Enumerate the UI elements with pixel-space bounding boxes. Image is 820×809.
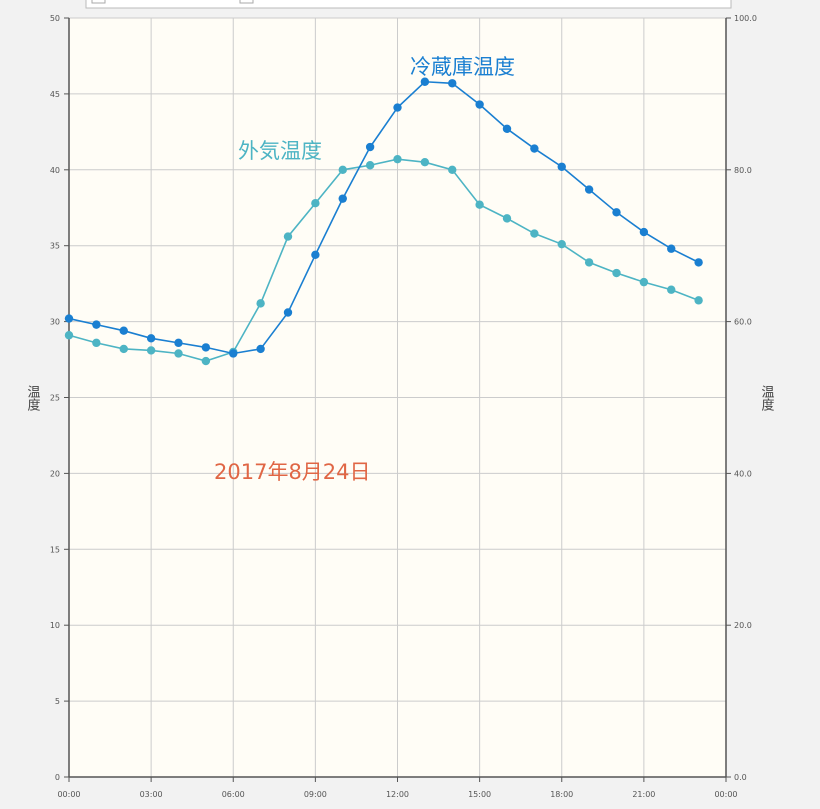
y-tick-label: 10: [50, 621, 60, 630]
data-point-outdoor: [694, 296, 703, 305]
y2-tick-label: 0.0: [734, 773, 747, 782]
y-tick-label: 25: [50, 394, 60, 403]
series-label-fridge: 冷蔵庫温度: [410, 55, 515, 79]
x-tick-label: 18:00: [550, 790, 573, 799]
data-point-fridge: [667, 244, 676, 253]
data-point-outdoor: [420, 158, 430, 167]
data-point-outdoor: [256, 299, 265, 308]
data-point-fridge: [338, 194, 347, 203]
toolbar-checkbox-1[interactable]: [91, 0, 106, 4]
y2-tick-label: 20.0: [734, 621, 752, 630]
series-line-fridge: [68, 80, 699, 355]
x-tick-label: 15:00: [468, 790, 491, 799]
y-tick-label: 45: [50, 90, 60, 99]
data-point-fridge: [584, 185, 594, 194]
data-point-fridge: [639, 227, 649, 237]
series-line-outdoor: [68, 158, 699, 362]
data-point-outdoor: [365, 161, 375, 170]
y2-tick-label: 60.0: [734, 318, 752, 327]
y2-tick-label: 80.0: [734, 166, 752, 175]
series-layer: [64, 77, 703, 366]
data-point-outdoor: [502, 214, 512, 223]
data-point-outdoor: [530, 229, 539, 238]
data-point-fridge: [475, 100, 484, 109]
data-point-fridge: [365, 142, 375, 152]
y-tick-label: 15: [50, 545, 60, 554]
y-axis-title: 温度: [25, 385, 41, 411]
data-point-outdoor: [64, 331, 74, 340]
series-label-outdoor: 外気温度: [238, 139, 322, 163]
data-point-outdoor: [146, 346, 156, 355]
data-point-fridge: [420, 77, 430, 86]
y2-axis-title: 温度: [759, 385, 775, 411]
data-point-outdoor: [612, 268, 621, 278]
data-point-fridge: [311, 250, 320, 260]
data-point-fridge: [694, 258, 703, 267]
x-tick-label: 21:00: [632, 790, 655, 799]
data-point-fridge: [557, 162, 566, 171]
x-tick-label: 12:00: [386, 790, 409, 799]
x-tick-label: 00:00: [57, 790, 80, 799]
x-tick-label: 06:00: [222, 790, 245, 799]
data-point-fridge: [393, 103, 402, 112]
axes: [64, 17, 731, 782]
data-point-fridge: [64, 314, 74, 323]
date-annotation: 2017年8月24日: [214, 460, 371, 484]
toolbar-checkbox-2[interactable]: [239, 0, 254, 4]
data-point-fridge: [229, 349, 238, 358]
y-tick-label: 50: [50, 14, 60, 23]
data-point-outdoor: [475, 200, 484, 209]
data-point-outdoor: [311, 198, 320, 208]
data-point-outdoor: [92, 338, 101, 348]
data-point-outdoor: [639, 277, 649, 287]
y-tick-label: 40: [50, 166, 60, 175]
data-point-fridge: [119, 326, 128, 335]
data-point-fridge: [530, 144, 539, 153]
data-point-fridge: [174, 338, 183, 348]
y2-tick-label: 100.0: [734, 14, 757, 23]
y-tick-label: 20: [50, 469, 60, 478]
data-point-outdoor: [201, 356, 211, 366]
data-point-outdoor: [174, 349, 183, 358]
y-tick-label: 0: [55, 773, 60, 782]
data-point-outdoor: [119, 344, 128, 354]
data-point-fridge: [448, 79, 457, 88]
x-tick-label: 03:00: [140, 790, 163, 799]
x-tick-label: 00:00: [714, 790, 737, 799]
y2-tick-label: 40.0: [734, 469, 752, 478]
data-point-fridge: [283, 308, 293, 317]
data-point-outdoor: [448, 165, 457, 174]
data-point-outdoor: [557, 239, 566, 249]
data-point-fridge: [92, 320, 101, 329]
data-point-fridge: [146, 334, 156, 343]
x-tick-label: 09:00: [304, 790, 327, 799]
data-point-outdoor: [283, 232, 293, 241]
data-point-outdoor: [393, 154, 402, 164]
data-point-fridge: [256, 344, 265, 354]
y-tick-label: 30: [50, 318, 60, 327]
tick-labels: 0 5 10 15 20 25 30 35 40 45 50 0.0 20.0 40.0 60.0 80.0 1…: [50, 14, 757, 799]
data-point-outdoor: [667, 285, 676, 294]
data-point-fridge: [612, 208, 621, 217]
data-point-fridge: [502, 124, 512, 134]
data-point-outdoor: [338, 165, 347, 174]
top-toolbar-strip: [85, 0, 732, 9]
data-point-fridge: [201, 343, 211, 352]
data-point-outdoor: [584, 258, 594, 267]
y-tick-label: 35: [50, 242, 60, 251]
y-tick-label: 5: [55, 697, 60, 706]
